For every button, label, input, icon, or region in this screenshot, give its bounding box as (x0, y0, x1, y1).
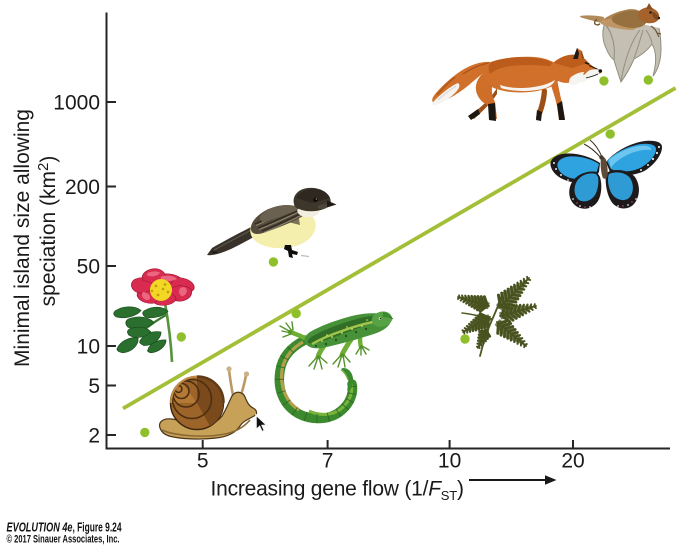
svg-text:10: 10 (438, 450, 461, 473)
svg-text:© 2017 Sinauer Associates, Inc: © 2017 Sinauer Associates, Inc. (7, 533, 120, 545)
svg-text:5: 5 (88, 375, 100, 398)
svg-text:2: 2 (88, 425, 100, 448)
svg-text:EVOLUTION 4e, Figure 9.24: EVOLUTION 4e, Figure 9.24 (7, 520, 122, 534)
svg-text:1000: 1000 (53, 92, 100, 115)
svg-text:200: 200 (65, 176, 100, 199)
svg-text:50: 50 (77, 256, 100, 279)
svg-text:Increasing gene flow (1/FST): Increasing gene flow (1/FST) (211, 478, 464, 504)
svg-text:Minimal island size allowing: Minimal island size allowing (11, 109, 34, 367)
svg-text:20: 20 (561, 450, 584, 473)
svg-text:7: 7 (322, 450, 334, 473)
svg-text:speciation (km2): speciation (km2) (35, 156, 60, 307)
svg-text:10: 10 (77, 336, 100, 359)
svg-text:5: 5 (197, 450, 209, 473)
